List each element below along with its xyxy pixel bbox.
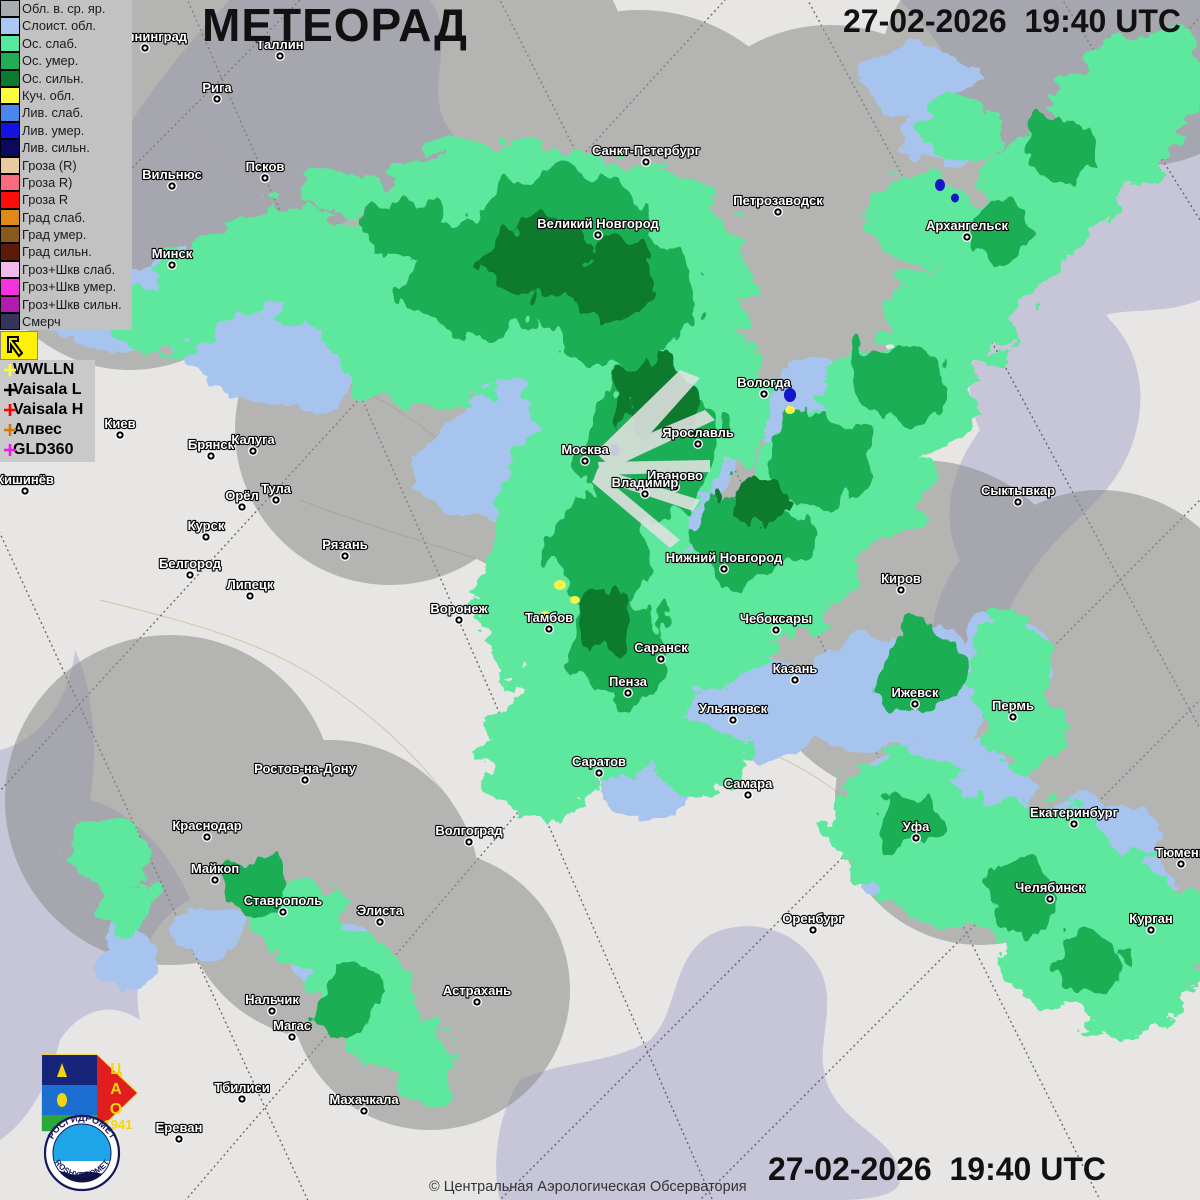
svg-text:Минск: Минск [152,246,193,261]
svg-text:Тамбов: Тамбов [525,610,573,625]
svg-text:Архангельск: Архангельск [926,218,1009,233]
svg-text:Оренбург: Оренбург [782,911,844,926]
svg-text:Пенза: Пенза [609,674,648,689]
svg-text:Краснодар: Краснодар [172,818,241,833]
svg-text:Самара: Самара [724,776,773,791]
svg-text:Великий Новгород: Великий Новгород [537,216,659,231]
svg-text:Ульяновск: Ульяновск [699,701,768,716]
svg-text:Ставрополь: Ставрополь [244,893,323,908]
svg-text:Калуга: Калуга [231,432,275,447]
svg-text:Саранск: Саранск [634,640,688,655]
svg-text:Вологда: Вологда [737,375,791,390]
svg-text:Псков: Псков [246,159,285,174]
svg-text:Нижний Новгород: Нижний Новгород [666,550,783,565]
svg-text:Сыктывкар: Сыктывкар [981,483,1055,498]
svg-text:Орёл: Орёл [225,488,259,503]
svg-text:Астрахань: Астрахань [443,983,511,998]
svg-text:Владимир: Владимир [612,475,679,490]
svg-text:Ижевск: Ижевск [891,685,939,700]
svg-text:Тюмень: Тюмень [1155,845,1200,860]
svg-text:Белгород: Белгород [159,556,222,571]
svg-text:Элиста: Элиста [357,903,404,918]
svg-text:Нальчик: Нальчик [245,992,299,1007]
svg-text:Пермь: Пермь [992,698,1034,713]
svg-text:Екатеринбург: Екатеринбург [1030,805,1119,820]
svg-text:Ярославль: Ярославль [662,425,734,440]
svg-text:Ереван: Ереван [156,1120,203,1135]
svg-text:О: О [110,1101,122,1118]
svg-text:Майкоп: Майкоп [191,861,239,876]
svg-text:Воронеж: Воронеж [430,601,488,616]
svg-text:Киев: Киев [104,416,135,431]
svg-text:Ц: Ц [110,1061,122,1078]
svg-text:Санкт-Петербург: Санкт-Петербург [592,143,701,158]
svg-text:Курган: Курган [1129,911,1172,926]
svg-text:Рига: Рига [202,80,232,95]
svg-text:Киров: Киров [881,571,921,586]
svg-text:Липецк: Липецк [227,577,274,592]
svg-text:Курск: Курск [188,518,225,533]
svg-text:Брянск: Брянск [188,437,235,452]
svg-text:Тула: Тула [261,481,292,496]
svg-text:Тбилиси: Тбилиси [214,1080,269,1095]
svg-text:А: А [110,1081,122,1098]
svg-text:Чебоксары: Чебоксары [740,611,812,626]
svg-text:Саратов: Саратов [572,754,626,769]
svg-text:Махачкала: Махачкала [329,1092,399,1107]
svg-text:Рязань: Рязань [322,537,367,552]
svg-text:Волгоград: Волгоград [435,823,503,838]
svg-text:Уфа: Уфа [903,819,930,834]
svg-text:Вильнюс: Вильнюс [142,167,202,182]
svg-text:Москва: Москва [561,442,609,457]
svg-text:Ростов-на-Дону: Ростов-на-Дону [254,761,356,776]
svg-text:Магас: Магас [273,1018,311,1033]
svg-text:Челябинск: Челябинск [1015,880,1085,895]
svg-text:Казань: Казань [773,661,818,676]
svg-text:Петрозаводск: Петрозаводск [733,193,823,208]
svg-text:Кишинёв: Кишинёв [0,472,54,487]
